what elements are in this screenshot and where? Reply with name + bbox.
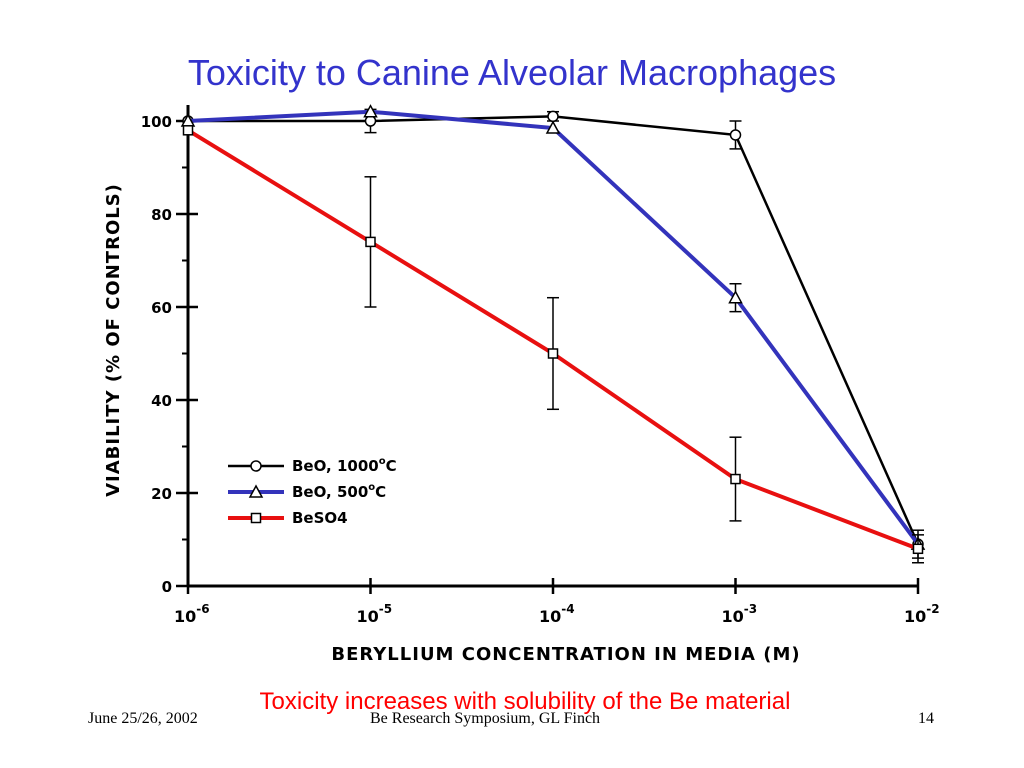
legend-degree-sign: o xyxy=(379,456,386,467)
slide-title: Toxicity to Canine Alveolar Macrophages xyxy=(187,52,837,93)
data-point-triangle xyxy=(728,290,743,304)
x-tick-label: 10-6 xyxy=(174,602,210,626)
x-tick-exponent: -6 xyxy=(196,602,209,616)
legend-marker-triangle xyxy=(248,484,264,498)
x-tick-exponent: -3 xyxy=(744,602,757,616)
x-axis-label: BERYLLIUM CONCENTRATION IN MEDIA (M) xyxy=(331,644,800,665)
footer-event: Be Research Symposium, GL Finch xyxy=(370,710,601,727)
y-tick-label: 0 xyxy=(162,578,172,596)
y-tick-label: 80 xyxy=(151,206,172,224)
legend-unit: C xyxy=(375,483,386,501)
data-point-square xyxy=(547,348,559,359)
series-lines xyxy=(180,104,926,564)
footer-date: June 25/26, 2002 xyxy=(88,710,198,727)
legend: BeO, 1000oC BeO, 500oC BeSO4 xyxy=(228,456,397,527)
x-tick-label: 10-5 xyxy=(357,602,393,626)
data-point-circle xyxy=(547,110,559,123)
y-tick-label: 40 xyxy=(151,392,172,410)
x-tick-label: 10-4 xyxy=(539,602,575,626)
legend-label: BeO, 1000oC xyxy=(292,456,397,475)
legend-label: BeSO4 xyxy=(292,509,348,527)
data-point-circle xyxy=(729,129,742,141)
footer-page-number: 14 xyxy=(918,710,934,727)
data-point-triangle xyxy=(363,104,378,118)
data-point-triangle xyxy=(545,120,561,134)
y-tick-label: 20 xyxy=(151,485,172,503)
y-tick-label: 60 xyxy=(151,299,172,317)
data-point-square xyxy=(912,543,924,555)
axes: 0 20 40 60 80 100 10-6 10-5 10-4 10-3 10-2 xyxy=(141,105,940,626)
slide-caption: Toxicity increases with solubility of th… xyxy=(259,688,791,715)
data-point-square xyxy=(730,473,741,485)
data-point-square xyxy=(182,125,194,136)
series-group xyxy=(182,125,924,564)
legend-entry: BeO, 500oC xyxy=(228,482,386,501)
x-tick-exponent: -2 xyxy=(926,602,939,616)
legend-marker-square xyxy=(250,512,262,524)
legend-label: BeO, 500oC xyxy=(292,482,386,501)
y-axis-label: VIABILITY (% OF CONTROLS) xyxy=(103,183,124,497)
legend-unit: C xyxy=(386,457,397,475)
legend-entry: BeO, 1000oC xyxy=(228,456,397,475)
data-point-circle xyxy=(364,115,377,127)
x-tick-exponent: -4 xyxy=(561,602,574,616)
x-tick-label: 10-2 xyxy=(904,602,940,626)
legend-marker-circle xyxy=(250,460,262,472)
y-tick-label: 100 xyxy=(141,113,172,131)
x-tick-label: 10-3 xyxy=(722,602,758,626)
legend-degree-sign: o xyxy=(368,482,375,493)
data-point-square xyxy=(365,236,376,248)
legend-entry: BeSO4 xyxy=(228,509,348,527)
x-tick-exponent: -5 xyxy=(379,602,392,616)
